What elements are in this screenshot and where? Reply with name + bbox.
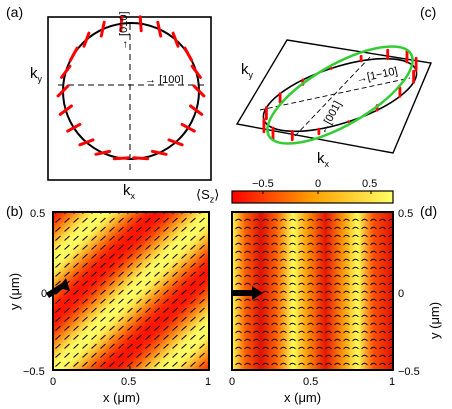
panel-c-label: (c) (420, 4, 437, 20)
panel-a-ky-label: ky (30, 65, 42, 84)
panel-a-fermi-circle (47, 15, 212, 181)
panel-a-label: (a) (6, 4, 24, 20)
spin-arrow (156, 20, 163, 38)
spin-arrow (132, 156, 150, 161)
y-tick-left-top: 0.5 (30, 208, 46, 220)
panel-c-kx-label: kx (317, 150, 329, 169)
x-tick-left-0: 0 (50, 376, 57, 388)
panel-d-spin-map (231, 211, 394, 371)
y-tick-left-bottom: −0.5 (23, 366, 45, 378)
spin-arrow (190, 64, 202, 79)
panel-c-ellipse-plane (235, 39, 432, 154)
spin-arrow (78, 138, 95, 147)
spin-arrow (189, 104, 204, 116)
spin-arrow (68, 46, 79, 62)
x-tick-right-0: 0 (229, 376, 236, 388)
spin-arrow (112, 156, 130, 161)
y-tick-right-mid: 0 (398, 288, 405, 300)
spin-arrow (94, 149, 112, 156)
panel-c-ky-label: ky (241, 61, 253, 80)
colorbar-tick-1: −0.5 (252, 178, 274, 190)
spin-arrow (99, 20, 106, 38)
spin-arrow (180, 122, 196, 133)
panel-a-kx-label: kx (123, 182, 135, 201)
colorbar-tick-2: 0 (315, 178, 322, 190)
y-axis-label-right: y (μm) (427, 301, 442, 339)
panel-a-dir-010: → [010] (118, 11, 130, 50)
y-tick-left-mid: 0 (41, 288, 48, 300)
x-tick-left-1: 0.5 (121, 376, 137, 388)
panel-b-spin-map (46, 211, 210, 371)
spin-arrow (56, 84, 70, 98)
panel-a-dir-100: → [100] (145, 74, 184, 86)
x-axis-label-left: x (μm) (103, 390, 141, 405)
x-axis-label-right: x (μm) (284, 390, 322, 405)
panel-b-label: (b) (6, 203, 24, 219)
y-axis-label-left: y (μm) (7, 272, 22, 310)
spin-arrow (150, 149, 168, 156)
spin-arrow (171, 31, 180, 48)
spin-arrow (66, 122, 82, 133)
x-tick-left-2: 1 (205, 376, 212, 388)
spin-arrow (60, 64, 72, 79)
spin-arrow (183, 46, 194, 62)
x-tick-right-2: 1 (389, 376, 396, 388)
colorbar (231, 190, 394, 204)
y-tick-right-bottom: −0.5 (398, 366, 420, 378)
spin-arrow (138, 15, 143, 33)
spin-arrow (192, 84, 206, 98)
spin-arrow (58, 104, 73, 116)
spin-arrow (82, 31, 91, 48)
spin-arrow (167, 138, 184, 147)
panel-d-label: (d) (420, 203, 438, 219)
x-tick-right-1: 0.5 (303, 376, 319, 388)
colorbar-tick-3: 0.5 (362, 178, 378, 190)
spin-arrow (119, 15, 124, 33)
y-tick-right-top: 0.5 (398, 208, 414, 220)
colorbar-label: ⟨Sz⟩ (196, 187, 220, 205)
